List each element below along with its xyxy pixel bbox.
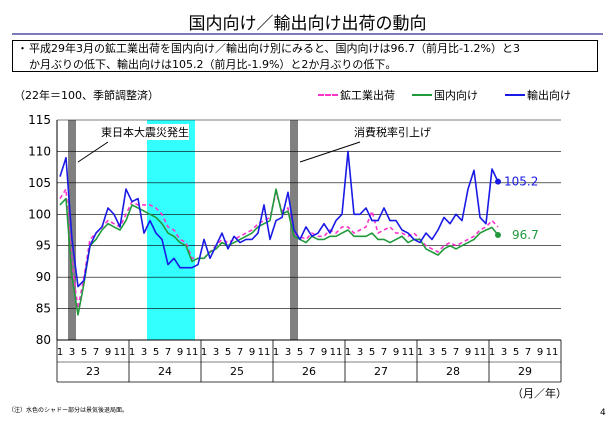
x-tick-label: 7 [93,347,99,358]
legend-item-shipments: 鉱工業出荷 [318,87,395,103]
x-tick-label: 3 [501,347,507,358]
legend-label-domestic: 国内向け [434,89,478,102]
x-tick-label: 1 [489,347,495,358]
y-tick-label: 95 [36,239,51,253]
title-underline [12,33,603,35]
x-tick-label: 5 [81,347,87,358]
series-line-domestic [59,188,499,316]
legend-swatch-domestic [412,94,432,96]
y-tick-label: 110 [28,144,51,158]
x-tick-label: 11 [114,347,127,358]
x-tick-label: 11 [258,347,271,358]
y-tick-label: 85 [36,302,51,316]
x-tick-label: 9 [105,347,111,358]
x-tick-label: 1 [417,347,423,358]
x-year-label: 27 [374,365,388,378]
x-tick-label: 9 [249,347,255,358]
x-tick-label: 9 [177,347,183,358]
end-label-export: 105.2 [504,175,538,189]
callout-arrow-earthquake [77,141,109,163]
x-tick-label: 7 [381,347,387,358]
series-line-shipments [59,188,499,310]
x-tick-label: 1 [273,347,279,358]
x-tick-label: 1 [57,347,63,358]
end-label-domestic: 96.7 [512,228,539,242]
x-tick-label: 3 [141,347,147,358]
bullet-mark: ・ [17,42,28,55]
x-tick-label: 11 [186,347,199,358]
x-tick-label: 11 [330,347,343,358]
end-point-domestic [495,232,501,239]
x-tick-label: 7 [237,347,243,358]
x-tick-label: 9 [321,347,327,358]
x-tick-label: 11 [402,347,415,358]
legend-label-export: 輸出向け [527,89,571,102]
x-tick-label: 3 [357,347,363,358]
x-tick-label: 5 [513,347,519,358]
y-tick-label: 80 [36,333,51,347]
x-year-label: 26 [302,365,316,378]
x-tick-label: 1 [201,347,207,358]
x-tick-label: 5 [225,347,231,358]
x-tick-label: 9 [393,347,399,358]
x-year-label: 23 [86,365,100,378]
series-line-export [59,150,499,288]
x-tick-label: 1 [129,347,135,358]
x-tick-label: 11 [546,347,559,358]
y-tick-label: 105 [28,176,51,190]
legend-swatch-shipments [318,94,338,96]
y-tick-label: 115 [28,113,51,127]
x-tick-label: 5 [153,347,159,358]
x-tick-label: 7 [525,347,531,358]
x-tick-label: 3 [429,347,435,358]
x-year-label: 28 [446,365,460,378]
legend-item-export: 輸出向け [505,87,571,103]
summary-line-1: 平成29年3月の鉱工業出荷を国内向け／輸出向け別にみると、国内向けは96.7（前… [29,42,520,55]
x-tick-label: 3 [213,347,219,358]
axis-unit-label: （月／年） [512,387,567,400]
x-tick-label: 1 [345,347,351,358]
x-tick-label: 11 [474,347,487,358]
y-tick-label: 90 [36,270,51,284]
x-tick-label: 7 [165,347,171,358]
y-tick-label: 100 [28,207,51,221]
page-number: 4 [600,408,606,418]
legend-swatch-export [505,94,525,96]
x-tick-label: 3 [69,347,75,358]
base-year-note: （22年＝100、季節調整済） [14,89,159,102]
x-tick-label: 7 [453,347,459,358]
summary-line-2: か月ぶりの低下、輸出向けは105.2（前月比-1.9%）と2か月ぶりの低下。 [29,58,397,71]
x-year-label: 24 [158,365,172,378]
summary-box: ・ 平成29年3月の鉱工業出荷を国内向け／輸出向け別にみると、国内向けは96.7… [12,40,598,72]
x-tick-label: 3 [285,347,291,358]
callout-earthquake: 東日本大震災発生 [101,124,189,140]
legend-label-shipments: 鉱工業出荷 [340,89,395,102]
callout-arrow-tax-hike [299,141,361,163]
x-year-label: 29 [518,365,532,378]
legend-item-domestic: 国内向け [412,87,478,103]
end-point-export [495,178,501,185]
x-tick-label: 5 [297,347,303,358]
x-tick-label: 5 [441,347,447,358]
callout-tax-hike: 消費税率引上げ [354,124,431,140]
page-title: 国内向け／輸出向け出荷の動向 [188,14,427,34]
x-year-label: 25 [230,365,244,378]
x-tick-label: 9 [537,347,543,358]
x-tick-label: 5 [369,347,375,358]
x-tick-label: 9 [465,347,471,358]
x-tick-label: 7 [309,347,315,358]
footnote: （注）水色のシャドー部分は景気後退局面。 [8,407,129,414]
